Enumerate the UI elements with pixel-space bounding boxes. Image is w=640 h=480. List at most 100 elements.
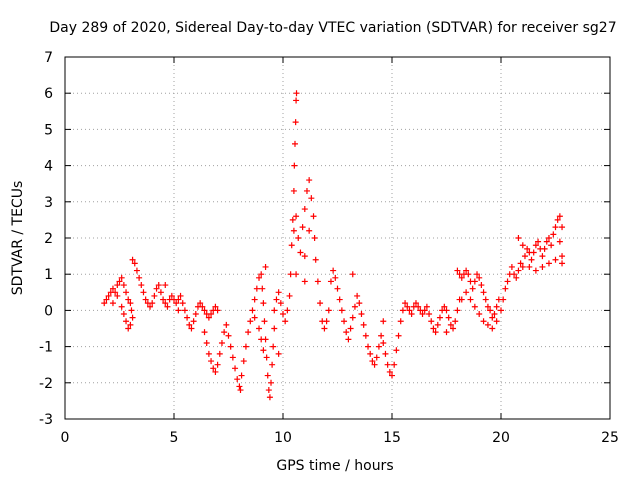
data-point — [308, 195, 315, 202]
y-tick-label: -1 — [39, 340, 53, 356]
y-tick-label: 6 — [44, 86, 53, 102]
data-point — [151, 292, 158, 299]
data-point — [177, 292, 184, 299]
data-point — [399, 307, 406, 314]
data-point — [208, 358, 215, 365]
data-point — [480, 289, 487, 296]
data-point — [216, 350, 223, 357]
tick-labels: 0 5 10 15 20 25 -3 -2 -1 0 1 2 3 4 5 6 7 — [39, 50, 619, 446]
data-point — [447, 321, 454, 328]
data-point — [314, 278, 321, 285]
data-point — [443, 307, 450, 314]
data-point — [476, 311, 483, 318]
data-point — [369, 358, 376, 365]
data-point — [232, 365, 239, 372]
data-point — [458, 274, 465, 281]
data-point — [114, 292, 121, 299]
data-point — [532, 267, 539, 274]
data-point — [221, 329, 228, 336]
data-point — [297, 249, 304, 256]
data-point — [474, 271, 481, 278]
data-point — [519, 242, 526, 249]
data-point — [238, 372, 245, 379]
data-point — [515, 267, 522, 274]
data-point — [184, 314, 191, 321]
data-point — [548, 242, 555, 249]
data-point — [539, 253, 546, 260]
data-point — [552, 256, 559, 263]
data-point — [301, 206, 308, 213]
data-point — [489, 314, 496, 321]
data-point — [378, 332, 385, 339]
y-tick-label: 3 — [44, 195, 53, 211]
data-point — [480, 318, 487, 325]
data-point — [465, 271, 472, 278]
data-point — [504, 278, 511, 285]
data-point — [268, 379, 275, 386]
data-point — [258, 336, 265, 343]
data-point — [521, 253, 528, 260]
data-point — [482, 296, 489, 303]
axis-ticks — [64, 56, 611, 420]
data-point — [471, 303, 478, 310]
data-point — [142, 296, 149, 303]
data-point — [147, 303, 154, 310]
data-point — [264, 372, 271, 379]
data-point — [293, 97, 300, 104]
data-point — [343, 329, 350, 336]
data-point — [128, 307, 135, 314]
data-point — [120, 311, 127, 318]
data-point — [181, 307, 188, 314]
data-point — [225, 332, 232, 339]
data-point — [301, 253, 308, 260]
data-point — [109, 300, 116, 307]
data-point — [118, 274, 125, 281]
data-point — [334, 285, 341, 292]
data-point — [454, 267, 461, 274]
data-point — [192, 311, 199, 318]
data-point — [260, 300, 267, 307]
data-point — [445, 314, 452, 321]
data-point — [256, 325, 263, 332]
data-point — [205, 314, 212, 321]
data-point — [545, 260, 552, 267]
data-point — [168, 292, 175, 299]
data-point — [354, 292, 361, 299]
data-point — [105, 292, 112, 299]
x-tick-label: 5 — [170, 430, 179, 446]
data-point — [391, 361, 398, 368]
data-point — [336, 296, 343, 303]
data-point — [556, 213, 563, 220]
chart-title: Day 289 of 2020, Sidereal Day-to-day VTE… — [49, 20, 616, 36]
data-point — [539, 263, 546, 270]
x-tick-label: 25 — [601, 430, 619, 446]
data-point — [412, 300, 419, 307]
y-tick-label: -3 — [39, 412, 53, 428]
data-point — [290, 227, 297, 234]
data-point — [114, 282, 121, 289]
data-point — [197, 300, 204, 307]
data-point — [116, 278, 123, 285]
data-point — [426, 311, 433, 318]
data-point — [498, 307, 504, 314]
data-point — [127, 321, 134, 328]
data-point — [160, 296, 167, 303]
data-point — [476, 274, 483, 281]
data-point — [484, 303, 491, 310]
data-point — [338, 307, 345, 314]
data-point — [419, 311, 426, 318]
data-point — [550, 231, 557, 238]
data-point — [201, 329, 208, 336]
data-point — [511, 271, 518, 278]
data-point — [454, 307, 461, 314]
data-point — [552, 224, 559, 231]
data-point — [127, 300, 134, 307]
data-point — [452, 318, 459, 325]
data-point — [404, 303, 411, 310]
data-point — [532, 242, 539, 249]
data-point — [251, 314, 258, 321]
data-point — [397, 318, 404, 325]
data-point — [123, 289, 130, 296]
data-point — [149, 300, 156, 307]
data-point — [186, 321, 193, 328]
